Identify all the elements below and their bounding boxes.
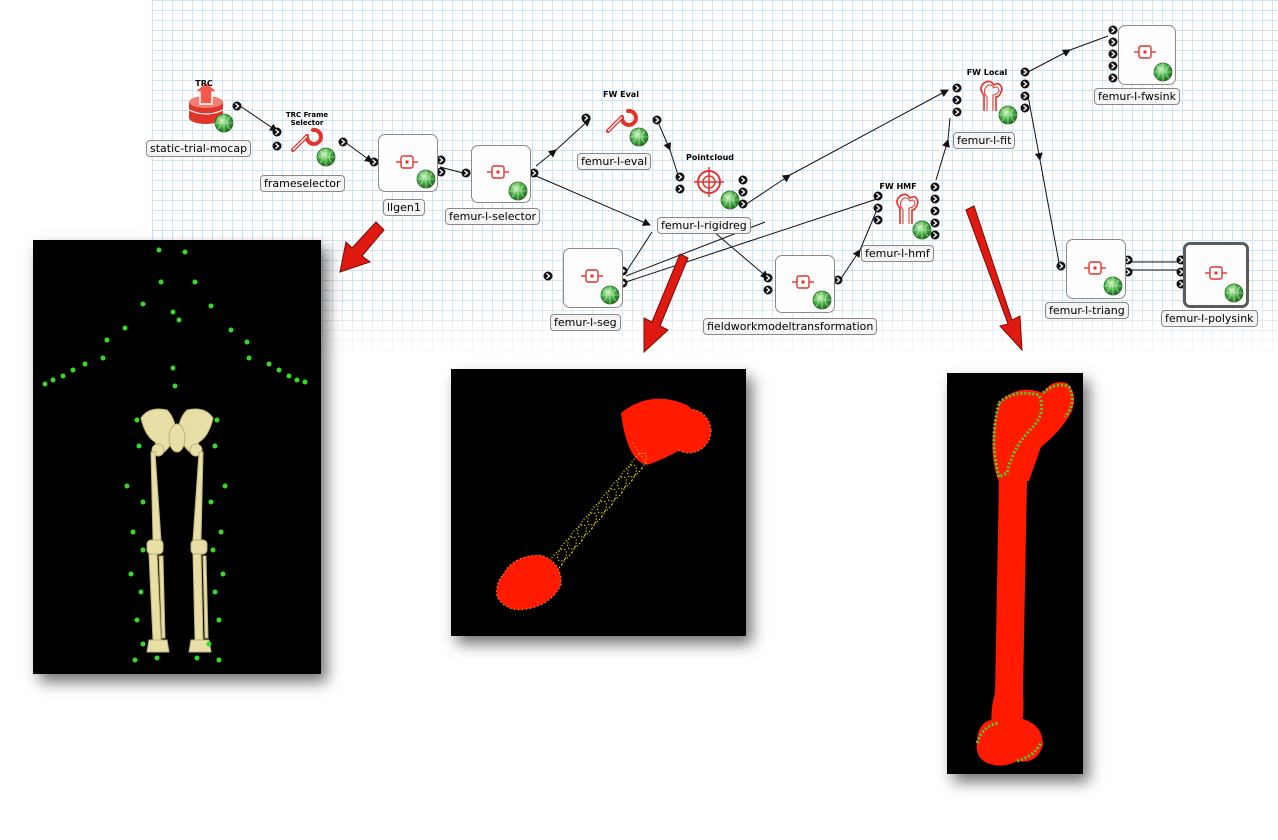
- frameselector-label[interactable]: frameselector: [260, 175, 345, 192]
- static-trial-mocap-label[interactable]: static-trial-mocap: [146, 140, 252, 157]
- static-trial-mocap-title: TRC: [195, 79, 213, 88]
- femur-l-selector-label[interactable]: femur-l-selector: [445, 208, 541, 225]
- legs-icon: [146, 451, 212, 653]
- femur-l-fwsink-label[interactable]: femur-l-fwsink: [1094, 88, 1180, 105]
- femur-l-fit-label[interactable]: femur-l-fit: [953, 132, 1016, 149]
- llgen1-node[interactable]: [378, 134, 438, 192]
- femur-l-triang-node[interactable]: [1066, 239, 1126, 299]
- callout-arrow-middle: [643, 253, 689, 354]
- mocap-markers: [42, 247, 308, 663]
- femur-mesh-icon: [975, 382, 1075, 766]
- femur-l-fit-title: FW Local: [966, 68, 1008, 77]
- femur-l-seg-label[interactable]: femur-l-seg: [550, 314, 621, 331]
- target-icon: [694, 167, 724, 197]
- femur-pointcloud-render: [496, 398, 712, 611]
- callout-arrows: [339, 205, 1023, 354]
- femur-l-selector-node[interactable]: [471, 145, 531, 203]
- skeleton-render: [42, 247, 308, 663]
- frameselector-title: TRC Frame Selector: [285, 111, 329, 127]
- callout-arrow-left: [339, 221, 385, 273]
- femur-l-hmf-label[interactable]: femur-l-hmf: [861, 245, 934, 262]
- fieldworkmodeltransformation-node[interactable]: [775, 255, 835, 313]
- femur-l-eval-label[interactable]: femur-l-eval: [577, 153, 652, 170]
- femur-l-polysink-label[interactable]: femur-l-polysink: [1161, 310, 1258, 327]
- femur-l-rigidreg-title: Pointcloud: [685, 153, 735, 162]
- skeleton-render-panel: [33, 240, 321, 674]
- femur-l-hmf-title: FW HMF: [879, 182, 917, 191]
- callout-arrow-right: [965, 205, 1023, 352]
- femur-l-polysink-node[interactable]: [1183, 242, 1249, 308]
- femur-l-triang-label[interactable]: femur-l-triang: [1045, 302, 1129, 319]
- connections: [239, 35, 1180, 283]
- femur-l-seg-node[interactable]: [563, 248, 623, 308]
- workflow-canvas[interactable]: [152, 0, 1278, 354]
- femur-mesh-render: [975, 382, 1075, 766]
- pointcloud-render-panel: [451, 369, 746, 636]
- femur-pointcloud-icon: [496, 398, 712, 611]
- femur-l-fwsink-node[interactable]: [1118, 25, 1176, 85]
- femur-mesh-render-panel: [947, 373, 1083, 774]
- pelvis-icon: [140, 408, 214, 457]
- database-upload-icon: [188, 81, 224, 124]
- llgen1-label[interactable]: llgen1: [383, 199, 425, 216]
- fieldworkmodeltransformation-label[interactable]: fieldworkmodeltransformation: [703, 318, 878, 335]
- femur-l-eval-title: FW Eval: [603, 90, 639, 99]
- femur-l-rigidreg-label[interactable]: femur-l-rigidreg: [657, 217, 751, 234]
